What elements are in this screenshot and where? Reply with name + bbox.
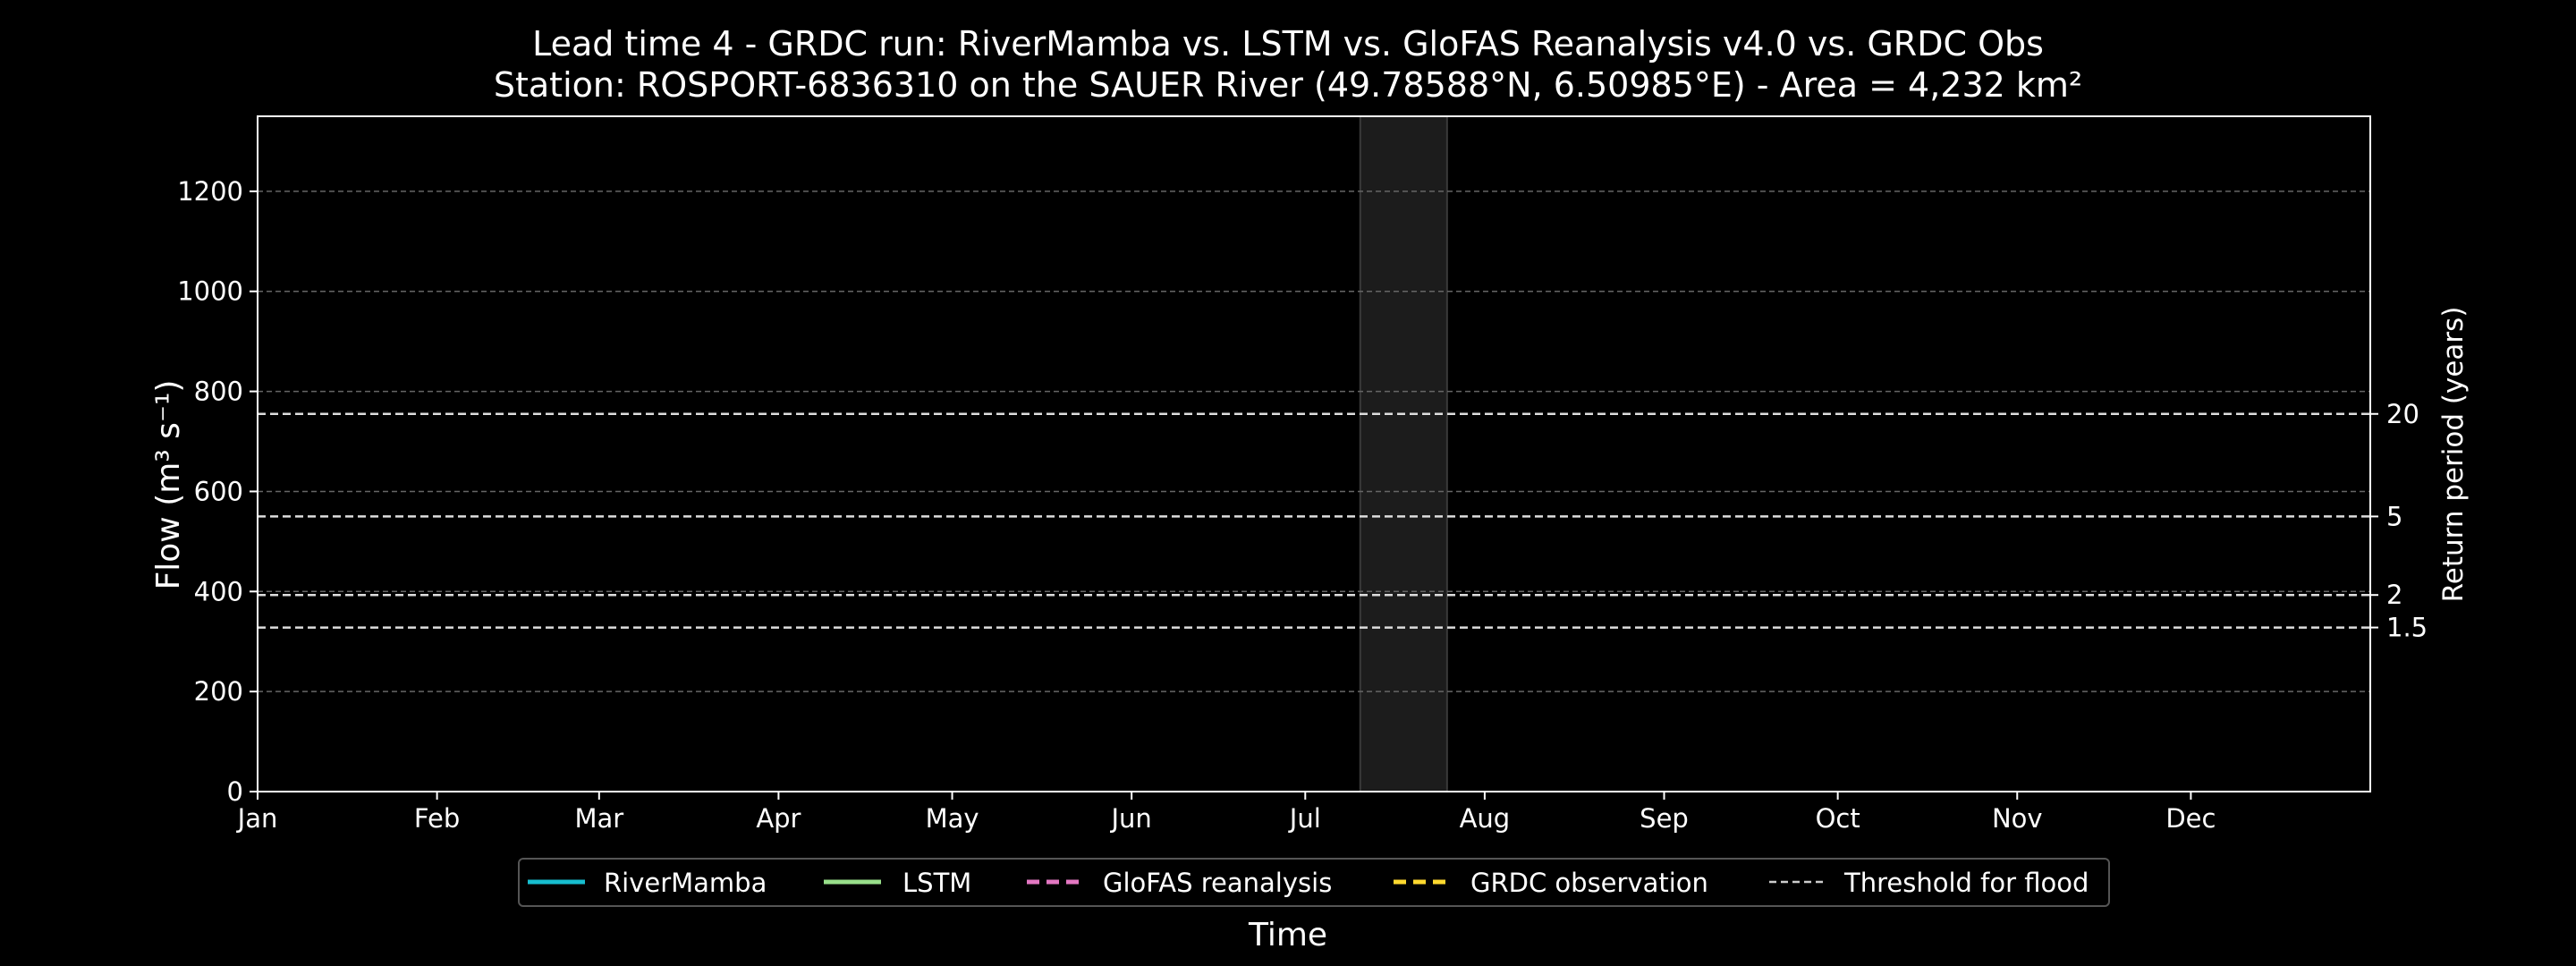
y-tick-label-200: 200 — [194, 676, 243, 707]
y-tick-label-400: 400 — [194, 576, 243, 606]
legend-lstm-label: LSTM — [902, 868, 971, 898]
x-tick-label-mar: Mar — [574, 803, 623, 834]
legend-box — [518, 858, 2110, 907]
threshold-label-20: 20 — [2386, 399, 2419, 429]
highlight-span — [1359, 115, 1448, 792]
x-axis-label: Time — [1248, 917, 1327, 953]
chart-subtitle: Station: ROSPORT-6836310 on the SAUER Ri… — [494, 65, 2082, 105]
plot-area: 0 200 400 600 800 1000 1200 Jan Feb Mar Apr May Jun J… — [177, 115, 2428, 834]
threshold-label-5: 5 — [2386, 501, 2402, 531]
x-tick-label-may: May — [926, 803, 979, 834]
x-tick-label-jun: Jun — [1109, 803, 1151, 834]
x-tick-label-dec: Dec — [2165, 803, 2216, 834]
legend-grdc-label: GRDC observation — [1470, 868, 1708, 898]
x-tick-label-apr: Apr — [756, 803, 801, 834]
threshold-label-2: 2 — [2386, 580, 2402, 610]
y-tick-label-600: 600 — [194, 476, 243, 506]
x-tick-label-jan: Jan — [236, 803, 278, 834]
y-tick-label-800: 800 — [194, 377, 243, 407]
x-tick-label-sep: Sep — [1640, 803, 1689, 834]
legend-threshold-label: Threshold for flood — [1843, 868, 2089, 898]
threshold-label-1.5: 1.5 — [2386, 613, 2428, 643]
x-tick-label-oct: Oct — [1816, 803, 1860, 834]
y-tick-label-1200: 1200 — [177, 176, 243, 207]
y-axis-label: Flow (m³ s⁻¹) — [150, 380, 187, 590]
x-tick-label-aug: Aug — [1460, 803, 1511, 834]
y-tick-label-0: 0 — [227, 776, 243, 807]
legend-rivermamba-label: RiverMamba — [604, 868, 767, 898]
x-tick-label-feb: Feb — [414, 803, 460, 834]
y-tick-label-1000: 1000 — [177, 276, 243, 307]
x-tick-label-jul: Jul — [1288, 803, 1321, 834]
y2-axis-label: Return period (years) — [2437, 307, 2470, 603]
axes-frame — [257, 115, 2371, 792]
legend: RiverMamba LSTM GloFAS reanalysis GRDC o… — [518, 858, 2110, 907]
chart-title: Lead time 4 - GRDC run: RiverMamba vs. L… — [532, 24, 2044, 64]
x-tick-label-nov: Nov — [1992, 803, 2043, 834]
legend-glofas-label: GloFAS reanalysis — [1103, 868, 1332, 898]
